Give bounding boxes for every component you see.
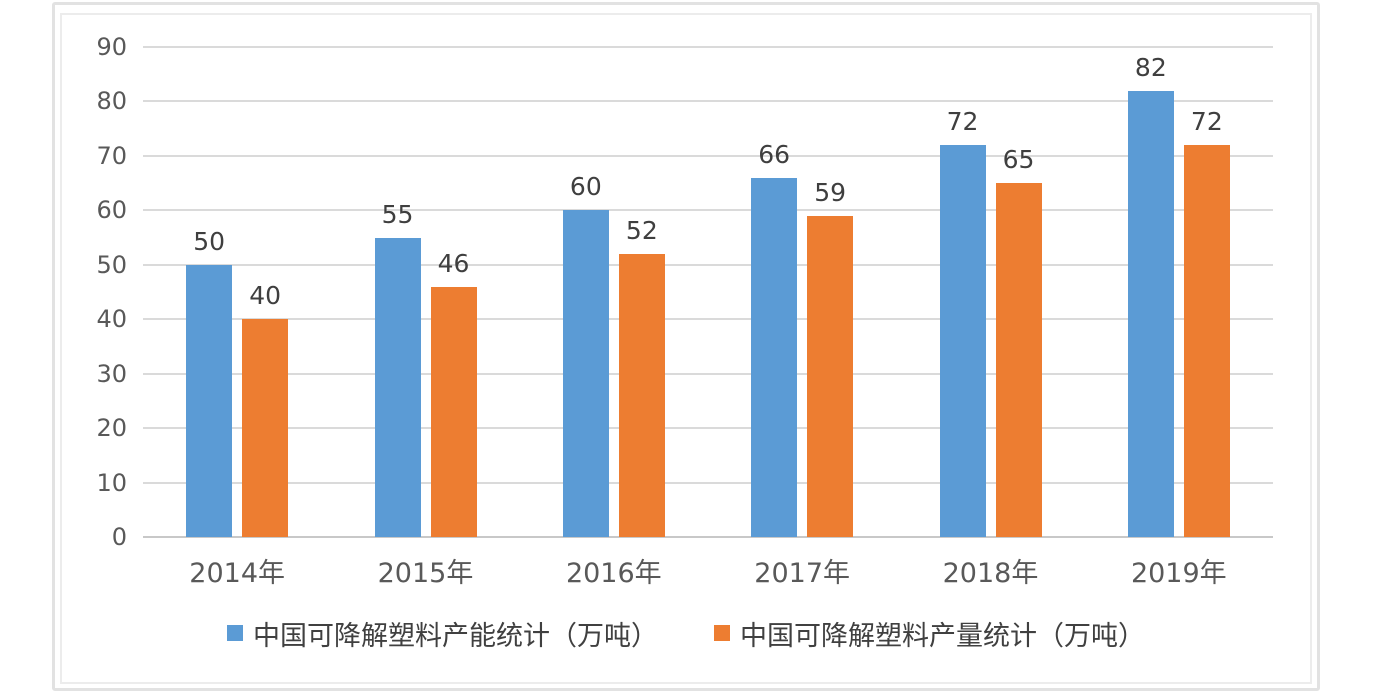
y-axis-tick-label: 90 (96, 33, 127, 61)
legend-item-series-1: 中国可降解塑料产量统计（万吨） (714, 614, 1145, 653)
legend-swatch-icon (227, 625, 243, 641)
x-axis-label: 2015年 (377, 558, 474, 589)
bar-series-0-2019年 (1127, 91, 1174, 537)
gridline (143, 154, 1273, 157)
bar-value-label: 66 (758, 140, 791, 169)
bar-value-label: 40 (249, 281, 282, 310)
bar-value-label: 72 (946, 107, 979, 136)
gridline (143, 372, 1273, 375)
bar-series-1-2017年 (807, 216, 854, 537)
gridline (143, 209, 1273, 212)
bar-value-label: 55 (381, 200, 414, 229)
legend-label: 中国可降解塑料产量统计（万吨） (740, 620, 1145, 652)
bar-series-0-2014年 (186, 265, 233, 537)
bar-series-0-2018年 (939, 145, 986, 537)
bar-value-label: 46 (437, 249, 470, 278)
bar-series-0-2017年 (751, 178, 798, 537)
bar-series-1-2019年 (1183, 145, 1230, 537)
y-axis-tick-label: 70 (96, 141, 127, 170)
bar-value-label: 82 (1134, 53, 1167, 82)
y-axis-tick-label: 50 (96, 250, 127, 279)
x-axis-label: 2017年 (754, 558, 851, 589)
y-axis-tick-label: 80 (96, 87, 127, 116)
bar-series-0-2015年 (374, 238, 421, 537)
bar-series-1-2014年 (242, 319, 289, 537)
x-axis-label: 2014年 (189, 558, 286, 589)
x-axis-label: 2019年 (1130, 558, 1227, 589)
gridline (143, 46, 1273, 48)
x-axis-label: 2016年 (565, 558, 662, 589)
legend: 中国可降解塑料产能统计（万吨） 中国可降解塑料产量统计（万吨） (62, 613, 1310, 653)
gridline (143, 481, 1273, 484)
gridline (143, 427, 1273, 430)
bar-value-label: 65 (1002, 145, 1035, 174)
bar-series-1-2018年 (995, 183, 1042, 537)
legend-label: 中国可降解塑料产能统计（万吨） (253, 620, 658, 652)
bar-series-1-2015年 (430, 287, 477, 537)
x-axis-line (143, 536, 1273, 538)
gridline (143, 318, 1273, 321)
legend-item-series-0: 中国可降解塑料产能统计（万吨） (227, 614, 658, 653)
bar-value-label: 72 (1190, 107, 1223, 136)
x-axis-label: 2018年 (942, 558, 1039, 589)
bar-value-label: 59 (814, 178, 847, 207)
bar-value-label: 50 (193, 227, 226, 256)
bar-value-label: 60 (569, 172, 602, 201)
y-axis-tick-label: 40 (96, 305, 127, 334)
bar-series-1-2016年 (618, 254, 665, 537)
y-axis-tick-label: 0 (111, 523, 127, 551)
gridline (143, 100, 1273, 103)
y-axis-tick-label: 60 (96, 196, 127, 225)
legend-swatch-icon (714, 625, 730, 641)
bar-value-label: 52 (625, 216, 658, 245)
y-axis-tick-label: 10 (96, 468, 127, 497)
bar-series-0-2016年 (562, 210, 609, 537)
y-axis-tick-label: 30 (96, 359, 127, 388)
gridline (143, 263, 1273, 266)
y-axis-tick-label: 20 (96, 414, 127, 443)
plot-area: 0 10 20 30 40 50 60 70 80 90 50 40 2014年 55 46 2015年 60 5… (96, 34, 1273, 589)
